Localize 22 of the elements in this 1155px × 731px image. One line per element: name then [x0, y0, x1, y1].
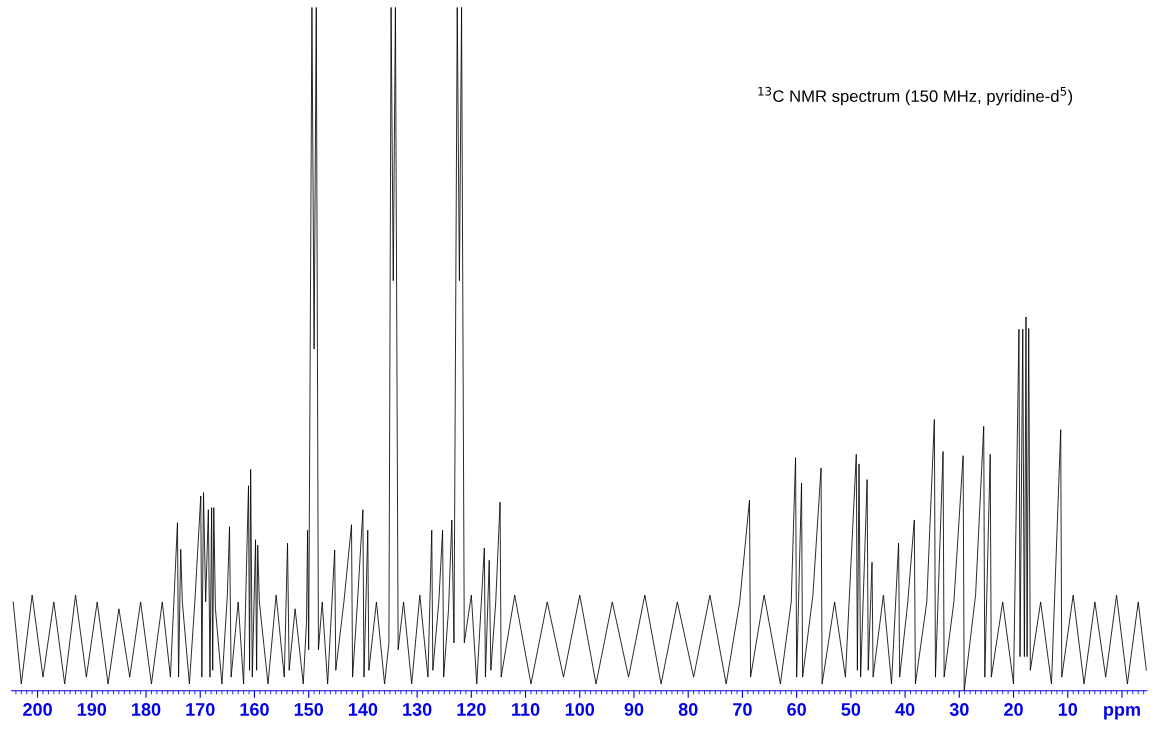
x-tick-label: 70 — [733, 703, 752, 716]
x-tick-label: ppm — [1104, 705, 1140, 720]
x-tick-label: 180 — [132, 703, 161, 716]
x-tick-label: 100 — [565, 703, 595, 716]
x-tick-label: 160 — [240, 703, 269, 716]
x-tick-label: 140 — [348, 703, 378, 716]
x-tick-label: 30 — [949, 703, 969, 716]
x-tick-label: 60 — [787, 703, 806, 716]
x-tick-label: 90 — [624, 703, 644, 716]
x-tick-label: 170 — [186, 703, 215, 716]
x-tick-label: 200 — [23, 703, 52, 716]
x-tick-label: 150 — [294, 703, 323, 716]
x-tick-label: 190 — [77, 703, 107, 716]
annotation: $^{13}$C NMR spectrum (150 MHz, pyridine-d$^{5}$) — [758, 86, 1073, 106]
x-tick-label: 10 — [1058, 703, 1078, 716]
x-tick-label: 20 — [1004, 703, 1023, 716]
x-tick-label: 110 — [512, 703, 540, 716]
x-tick-label: 40 — [895, 703, 915, 716]
x-tick-label: 130 — [403, 703, 432, 716]
x-tick-label: 50 — [841, 703, 861, 716]
x-tick-label: 120 — [457, 703, 486, 716]
x-tick-label: 80 — [678, 703, 698, 716]
